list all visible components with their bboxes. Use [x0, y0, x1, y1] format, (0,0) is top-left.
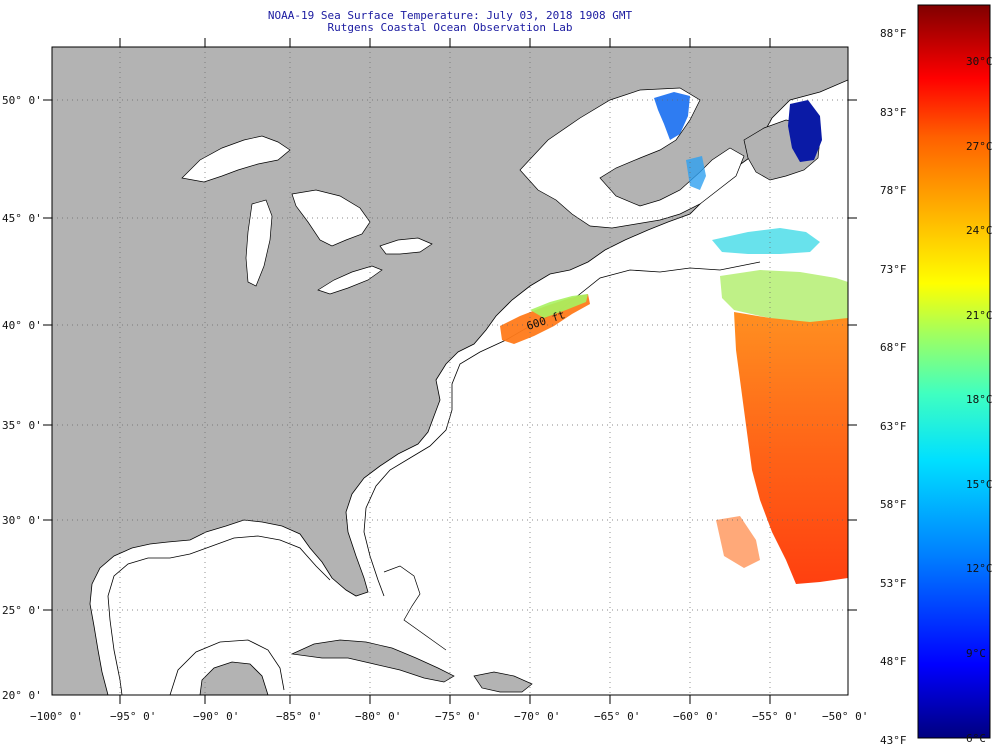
- lat-label: 45° 0': [2, 212, 42, 225]
- colorbar-c-label: 27°C: [966, 140, 993, 153]
- lon-label: −80° 0': [355, 710, 401, 723]
- lat-label: 25° 0': [2, 604, 42, 617]
- lat-label: 40° 0': [2, 319, 42, 332]
- colorbar-f-label: 48°F: [880, 655, 907, 668]
- colorbar-f-label: 53°F: [880, 577, 907, 590]
- map-title: NOAA-19 Sea Surface Temperature: July 03…: [267, 9, 633, 22]
- colorbar-f-label: 73°F: [880, 263, 907, 276]
- lon-label: −85° 0': [276, 710, 322, 723]
- lon-label: −100° 0': [30, 710, 83, 723]
- lon-label: −75° 0': [435, 710, 481, 723]
- sst-patch-labrador: [654, 92, 690, 140]
- colorbar-f-label: 43°F: [880, 734, 907, 747]
- colorbar-c-label: 12°C: [966, 562, 993, 575]
- lon-label: −70° 0': [514, 710, 560, 723]
- lake-ontario: [379, 237, 433, 255]
- lat-label: 35° 0': [2, 419, 42, 432]
- lon-label: −50° 0': [822, 710, 868, 723]
- axis-ticks: [43, 38, 857, 704]
- colorbar-c-label: 9°C: [966, 647, 986, 660]
- sst-patch-cold-front: [720, 270, 848, 326]
- lon-label: −55° 0': [752, 710, 798, 723]
- lon-label: −65° 0': [594, 710, 640, 723]
- colorbar: [917, 4, 991, 739]
- colorbar-f-label: 78°F: [880, 184, 907, 197]
- colorbar-fahrenheit-labels: 88°F 83°F 78°F 73°F 68°F 63°F 58°F 53°F …: [880, 27, 907, 747]
- sst-patch-gulf-stream: [734, 312, 848, 584]
- graticule: [52, 47, 848, 695]
- lake-michigan: [245, 199, 273, 287]
- lat-label: 30° 0': [2, 514, 42, 527]
- sst-patch-scatter-south: [716, 516, 760, 568]
- land-hispaniola: [473, 671, 533, 693]
- lake-huron: [291, 189, 371, 247]
- colorbar-f-label: 63°F: [880, 420, 907, 433]
- colorbar-c-label: 15°C: [966, 478, 993, 491]
- colorbar-f-label: 68°F: [880, 341, 907, 354]
- longitude-labels: −100° 0' −95° 0' −90° 0' −85° 0' −80° 0'…: [30, 710, 868, 723]
- sst-patch-newfoundland: [788, 100, 822, 162]
- land-yucatan: [199, 661, 269, 695]
- colorbar-f-label: 58°F: [880, 498, 907, 511]
- land-cuba: [290, 639, 455, 683]
- lake-erie: [317, 265, 383, 295]
- colorbar-c-label: 24°C: [966, 224, 993, 237]
- lon-label: −60° 0': [673, 710, 719, 723]
- colorbar-c-label: 30°C: [966, 55, 993, 68]
- sst-patch-gulf-of-maine-north: [530, 294, 588, 318]
- colorbar-f-label: 83°F: [880, 106, 907, 119]
- colorbar-c-label: 21°C: [966, 309, 993, 322]
- sst-patch-banks: [712, 228, 820, 254]
- sst-patch-scatter-north: [686, 156, 706, 190]
- colorbar-c-label: 18°C: [966, 393, 993, 406]
- depth-contour-yucatan: [169, 639, 285, 695]
- lake-superior: [181, 135, 291, 183]
- depth-contour: [363, 261, 761, 597]
- gulf-st-lawrence: [519, 87, 745, 229]
- lon-label: −95° 0': [110, 710, 156, 723]
- bahamas: [383, 565, 447, 651]
- lat-label: 50° 0': [2, 94, 42, 107]
- colorbar-c-label: 6°C: [966, 732, 986, 745]
- lat-label: 20° 0': [2, 689, 42, 702]
- map-subtitle: Rutgens Coastal Ocean Observation Lab: [327, 21, 573, 34]
- latitude-labels: 50° 0' 45° 0' 40° 0' 35° 0' 30° 0' 25° 0…: [2, 94, 42, 702]
- depth-contour-gulf: [107, 535, 331, 695]
- colorbar-f-label: 88°F: [880, 27, 907, 40]
- colorbar-celsius-labels: 30°C 27°C 24°C 21°C 18°C 15°C 12°C 9°C 6…: [966, 55, 993, 745]
- lon-label: −90° 0': [193, 710, 239, 723]
